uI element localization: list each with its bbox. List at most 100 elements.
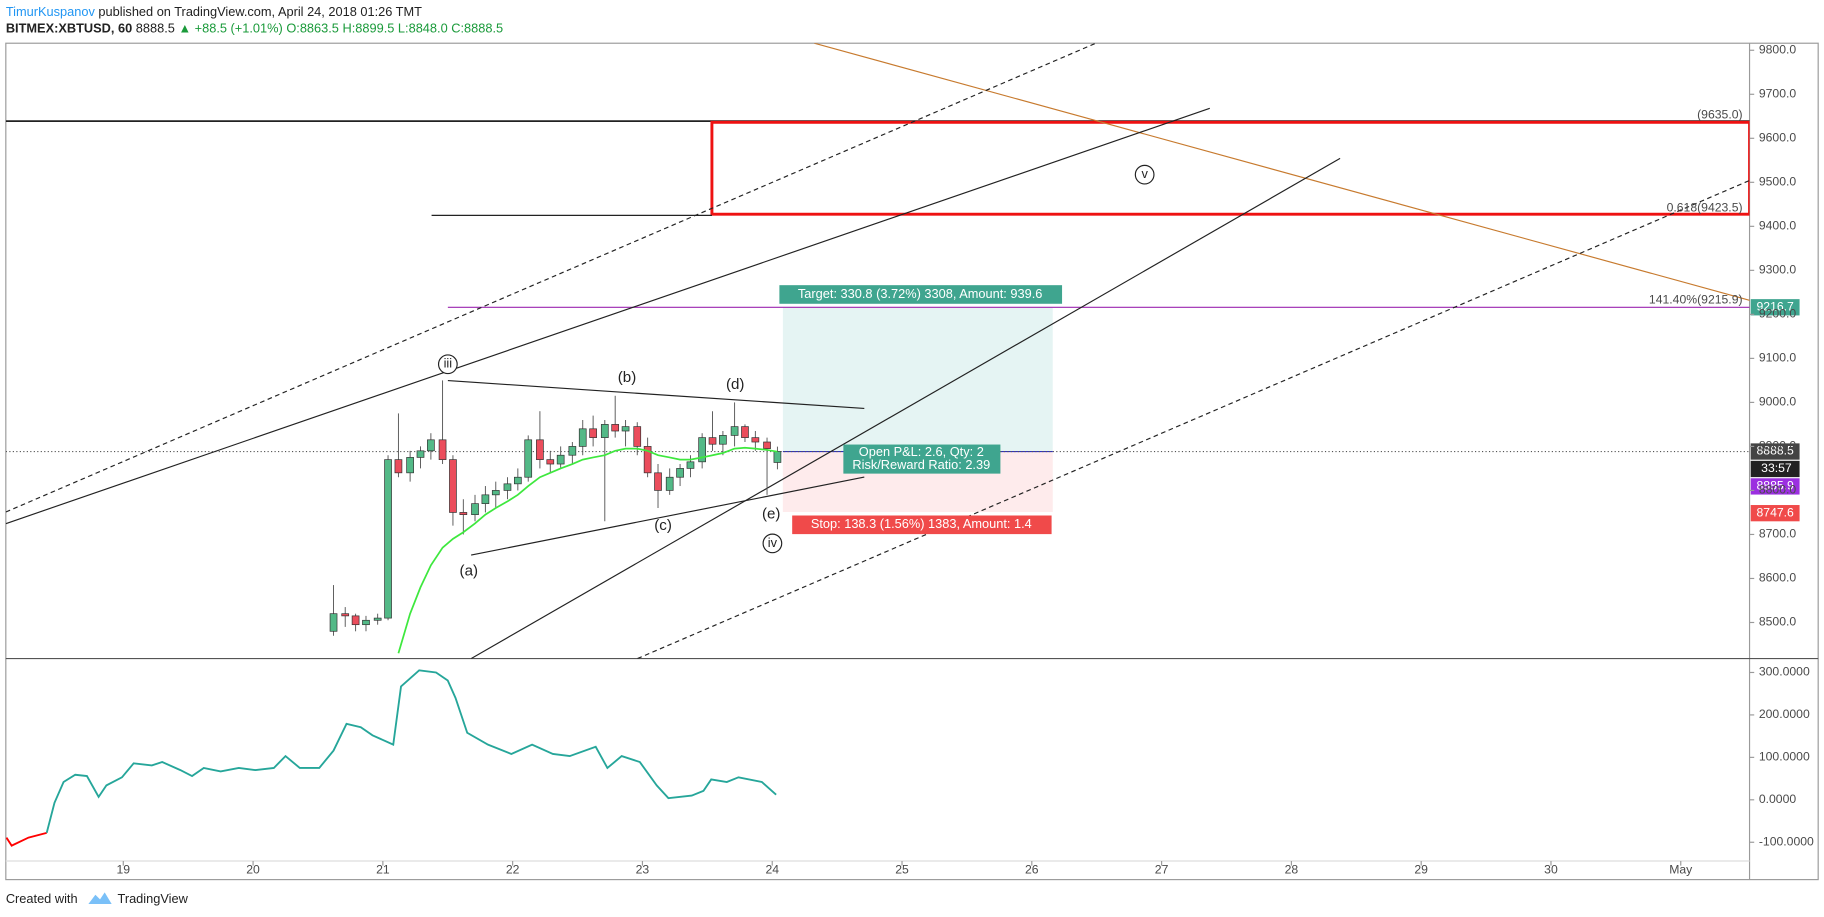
y-tick-label: 8500.0: [1759, 615, 1797, 629]
candle-body: [438, 439, 447, 460]
header-line: TimurKuspanov published on TradingView.c…: [6, 4, 422, 19]
symbol: BITMEX:XBTUSD, 60: [6, 21, 132, 36]
indicator-marks: [5, 669, 777, 847]
wave-circle: [762, 533, 783, 554]
candle-body: [611, 424, 620, 432]
candle-body: [373, 617, 382, 621]
candle-body: [341, 613, 350, 617]
wave-label: (d): [726, 376, 744, 393]
wave-label: (c): [654, 517, 672, 534]
candle-body: [362, 619, 370, 626]
level-label: 0.618(9423.5): [1667, 201, 1743, 215]
x-tick-label: 23: [636, 863, 650, 877]
candle-body: [524, 439, 533, 478]
price-marks: [329, 380, 782, 654]
brand[interactable]: TradingView: [117, 891, 188, 906]
zone: [710, 120, 1750, 216]
candle-body: [719, 435, 727, 445]
drawings: [5, 43, 1750, 659]
y-tick-label: 8700.0: [1759, 527, 1797, 541]
high: H:8899.5: [342, 21, 394, 36]
candle-body: [449, 459, 457, 513]
trend-line: [5, 107, 1210, 525]
candle-body: [773, 451, 782, 463]
tag-box: [1750, 460, 1800, 478]
x-tick-label: 24: [765, 863, 779, 877]
channel-line: [5, 43, 1097, 513]
fib-label: 141.40%(9215.9): [1649, 293, 1743, 307]
y-tick-label: -100.0000: [1759, 834, 1814, 848]
x-tick-label: 22: [506, 863, 520, 877]
stop-box: [792, 515, 1052, 535]
candle-body: [708, 437, 717, 445]
candle-body: [427, 439, 435, 452]
annotations: iii iv v (a) (b) (c) (d) (e) (9635.0) 0.…: [437, 108, 1743, 579]
wave-label: iii: [444, 356, 453, 371]
candle-body: [471, 503, 479, 515]
trend-line: [470, 157, 1341, 659]
y-tick-label: 9400.0: [1759, 219, 1797, 233]
author[interactable]: TimurKuspanov: [6, 4, 96, 19]
tag-box: [1750, 299, 1800, 316]
wave-label: (e): [762, 505, 780, 522]
level-label: (9635.0): [1697, 108, 1742, 122]
y-tick-label: 9200.0: [1759, 307, 1797, 321]
wave-label: (b): [618, 369, 636, 386]
candle-body: [643, 446, 652, 474]
x-tick-label: 27: [1155, 863, 1169, 877]
footer-text: Created with: [6, 891, 78, 906]
line: [5, 832, 47, 847]
triangle-line: [471, 476, 865, 556]
change: ▲ +88.5 (+1.01%): [178, 21, 282, 36]
published: published on TradingView.com, April 24, …: [98, 4, 422, 19]
candle-body: [481, 494, 490, 504]
x-tick-label: 29: [1414, 863, 1428, 877]
line: [45, 669, 777, 834]
logo: [88, 892, 112, 905]
ratio-label: Risk/Reward Ratio: 2.39: [852, 457, 990, 472]
candle-body: [384, 459, 392, 619]
price-tag: 8885.9: [1757, 479, 1795, 493]
candle-body: [556, 454, 565, 465]
x-tick-label: May: [1669, 863, 1693, 877]
x-tick-label: 20: [246, 863, 260, 877]
pnl-label: Open P&L: 2.6, Qty: 2: [859, 444, 984, 459]
y-tick-label: 9300.0: [1759, 263, 1797, 277]
candle-body: [763, 441, 771, 449]
target-zone: [782, 307, 1053, 452]
wave-label: (a): [460, 562, 478, 579]
y-tick-label: 9600.0: [1759, 131, 1797, 145]
triangle-line: [447, 379, 865, 410]
y-tick-label: 9800.0: [1759, 42, 1797, 56]
x-tick-label: 30: [1544, 863, 1558, 877]
y-tick-label: 8900.0: [1759, 439, 1797, 453]
candle-body: [578, 428, 587, 447]
wave-label: iv: [768, 535, 778, 550]
candle-body: [589, 428, 597, 438]
price-tag: 8888.5: [1757, 444, 1795, 458]
y-tick-label: 9000.0: [1759, 395, 1797, 409]
candle-body: [536, 439, 544, 460]
candle-body: [686, 461, 695, 469]
candle-body: [568, 446, 577, 456]
y-tick-label: 200.0000: [1759, 707, 1810, 721]
target-label: Target: 330.8 (3.72%) 3308, Amount: 939.…: [798, 286, 1042, 301]
tag-box: [1750, 505, 1800, 522]
candle-body: [741, 426, 749, 438]
candle-body: [503, 483, 512, 491]
candle-body: [406, 457, 414, 474]
y-tick-label: 9100.0: [1759, 351, 1797, 365]
frame: [5, 42, 1819, 881]
x-tick-label: 25: [895, 863, 909, 877]
candle-body: [730, 426, 739, 436]
y-tick-label: 8800.0: [1759, 483, 1797, 497]
candle-body: [514, 476, 522, 485]
y-tick-label: 100.0000: [1759, 750, 1810, 764]
candle-body: [600, 424, 609, 438]
trend-line: [814, 43, 1750, 301]
candle-body: [416, 450, 425, 458]
candle-body: [665, 476, 674, 491]
candle-body: [329, 613, 338, 632]
